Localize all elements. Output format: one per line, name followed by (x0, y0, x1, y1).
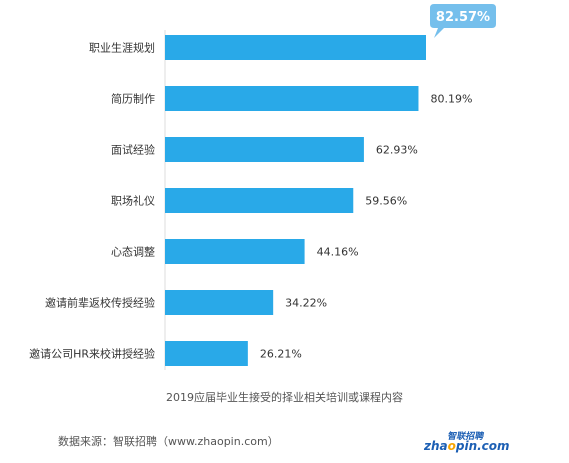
value-label-6: 26.21% (260, 348, 302, 361)
value-label-0: 82.57% (436, 10, 490, 25)
category-label-2: 面试经验 (111, 143, 155, 157)
value-label-2: 62.93% (376, 144, 418, 157)
category-label-1: 简历制作 (111, 92, 155, 106)
category-label-5: 邀请前辈返校传授经验 (45, 296, 155, 310)
category-label-3: 职场礼仪 (111, 194, 155, 208)
chart-caption: 2019应届毕业生接受的择业相关培训或课程内容 (166, 391, 403, 404)
bar-4 (165, 239, 305, 264)
bars-group: 职业生涯规划 82.57% 简历制作 80.19% 面试经验 62.93% 职场礼仪 59.5… (29, 4, 496, 366)
bar-5 (165, 290, 274, 315)
value-label-1: 80.19% (430, 93, 472, 106)
logo-en-text: zhaopin.com (424, 439, 510, 453)
category-label-4: 心态调整 (111, 245, 155, 259)
bar-1 (165, 86, 419, 111)
value-label-4: 44.16% (317, 246, 359, 259)
highlight-callout (430, 4, 496, 38)
data-source-note: 数据来源：智联招聘（www.zhaopin.com） (58, 435, 279, 448)
category-label-6: 邀请公司HR来校讲授经验 (29, 347, 155, 361)
bar-0 (165, 35, 426, 60)
zhaopin-logo: 智联招聘 zhaopin.com (424, 429, 510, 455)
bar-3 (165, 188, 354, 213)
bar-6 (165, 341, 248, 366)
bar-2 (165, 137, 364, 162)
bar-chart: 职业生涯规划 82.57% 简历制作 80.19% 面试经验 62.93% 职场礼仪 59.5… (29, 4, 496, 370)
value-label-5: 34.22% (285, 297, 327, 310)
category-label-0: 职业生涯规划 (89, 41, 155, 55)
value-label-3: 59.56% (365, 195, 407, 208)
